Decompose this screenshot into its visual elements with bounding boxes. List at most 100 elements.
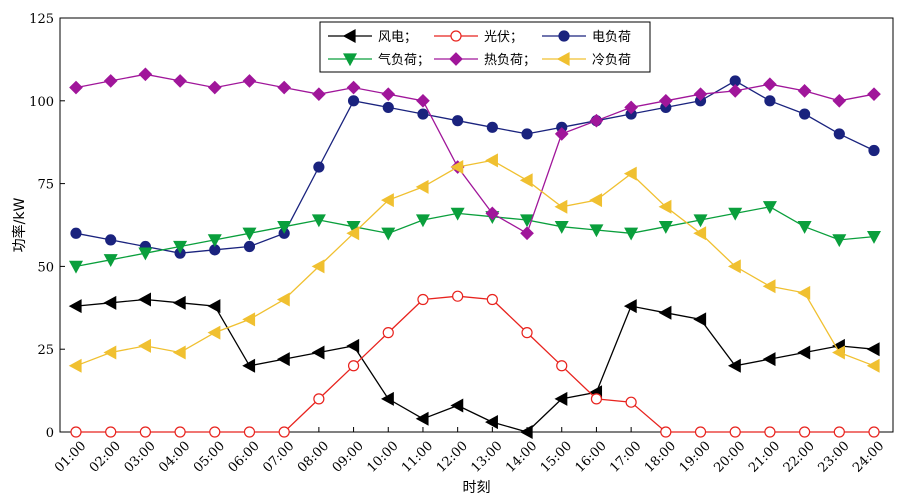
data-point <box>103 74 118 88</box>
data-point <box>138 67 153 82</box>
data-point <box>764 95 776 107</box>
data-point <box>693 312 707 327</box>
data-point <box>658 199 672 214</box>
legend-label: 风电； <box>378 30 417 45</box>
data-point <box>381 87 396 102</box>
data-point <box>416 93 430 108</box>
x-tick-label: 19:00 <box>677 439 714 476</box>
data-point <box>105 426 117 438</box>
data-point <box>660 426 672 438</box>
data-point <box>450 207 465 221</box>
data-point <box>105 234 117 246</box>
legend-box <box>319 21 651 73</box>
data-point <box>624 100 638 115</box>
data-point <box>589 113 604 128</box>
series-1 <box>70 290 880 438</box>
data-point <box>312 87 326 102</box>
data-point <box>207 80 222 95</box>
y-tick-label: 0 <box>46 426 54 441</box>
data-point <box>554 127 569 141</box>
data-point <box>276 292 290 307</box>
data-point <box>174 426 186 438</box>
legend-item: 风电； <box>328 28 417 45</box>
legend-label: 热负荷； <box>484 53 536 68</box>
data-point <box>762 352 776 367</box>
legend-item: 电负荷 <box>542 30 631 45</box>
legend-item: 冷负荷 <box>542 51 631 68</box>
data-point <box>68 299 82 314</box>
data-point <box>797 345 811 360</box>
data-point <box>520 226 534 241</box>
data-point <box>346 221 361 234</box>
data-point <box>764 426 776 438</box>
data-point <box>590 393 603 405</box>
data-point <box>589 224 604 238</box>
legend-label: 光伏； <box>484 30 523 45</box>
series-line <box>75 80 875 254</box>
data-point <box>417 108 429 120</box>
data-point <box>452 115 464 127</box>
y-tick-label: 25 <box>37 343 54 358</box>
y-tick-label: 125 <box>29 12 54 27</box>
data-point <box>138 247 153 261</box>
data-point <box>485 415 498 430</box>
data-point <box>693 87 708 102</box>
data-point <box>866 358 880 373</box>
series-line <box>76 295 874 433</box>
data-point <box>138 338 151 353</box>
data-point <box>381 391 394 406</box>
x-tick-label: 02:00 <box>87 439 124 476</box>
x-tick-label: 09:00 <box>330 439 367 476</box>
data-point <box>242 312 256 327</box>
data-point <box>833 426 845 438</box>
data-point <box>278 426 290 438</box>
data-point <box>138 292 151 307</box>
y-axis-label: 功率/kW <box>11 198 28 253</box>
data-point <box>346 338 360 353</box>
data-point <box>450 398 464 413</box>
data-point <box>173 240 188 254</box>
data-point <box>452 290 464 302</box>
data-point <box>623 166 637 181</box>
data-point <box>243 240 256 253</box>
data-point <box>762 201 777 215</box>
x-tick-label: 12:00 <box>434 439 471 476</box>
data-point <box>658 221 673 234</box>
x-tick-label: 21:00 <box>746 439 783 476</box>
data-point <box>70 426 82 438</box>
y-tick-label: 75 <box>37 178 54 193</box>
data-point <box>867 87 881 102</box>
data-point <box>556 360 568 372</box>
data-point <box>207 234 222 248</box>
legend-item: 热负荷； <box>434 52 536 68</box>
data-point <box>728 207 743 221</box>
data-point <box>866 342 880 357</box>
data-point <box>868 144 880 157</box>
data-point <box>276 352 290 367</box>
x-tick-label: 11:00 <box>399 439 436 476</box>
data-point <box>693 214 708 228</box>
data-point <box>172 345 186 360</box>
data-point <box>799 108 811 120</box>
x-tick-label: 22:00 <box>781 439 818 476</box>
data-point <box>311 259 325 274</box>
data-point <box>415 179 429 194</box>
data-point <box>172 295 186 310</box>
data-point <box>209 426 221 438</box>
data-point <box>623 299 637 314</box>
x-tick-label: 16:00 <box>573 439 610 476</box>
x-tick-label: 13:00 <box>469 439 506 476</box>
x-tick-label: 18:00 <box>642 439 679 476</box>
x-tick-label: 17:00 <box>607 439 644 476</box>
data-point <box>589 193 603 208</box>
data-point <box>866 230 882 244</box>
data-point <box>693 226 707 241</box>
data-point <box>381 227 396 241</box>
data-point <box>70 227 82 239</box>
data-point <box>485 206 500 221</box>
x-tick-label: 14:00 <box>503 439 540 476</box>
data-point <box>243 426 256 438</box>
data-point <box>346 226 360 241</box>
data-point <box>313 161 325 173</box>
data-point <box>485 153 498 168</box>
